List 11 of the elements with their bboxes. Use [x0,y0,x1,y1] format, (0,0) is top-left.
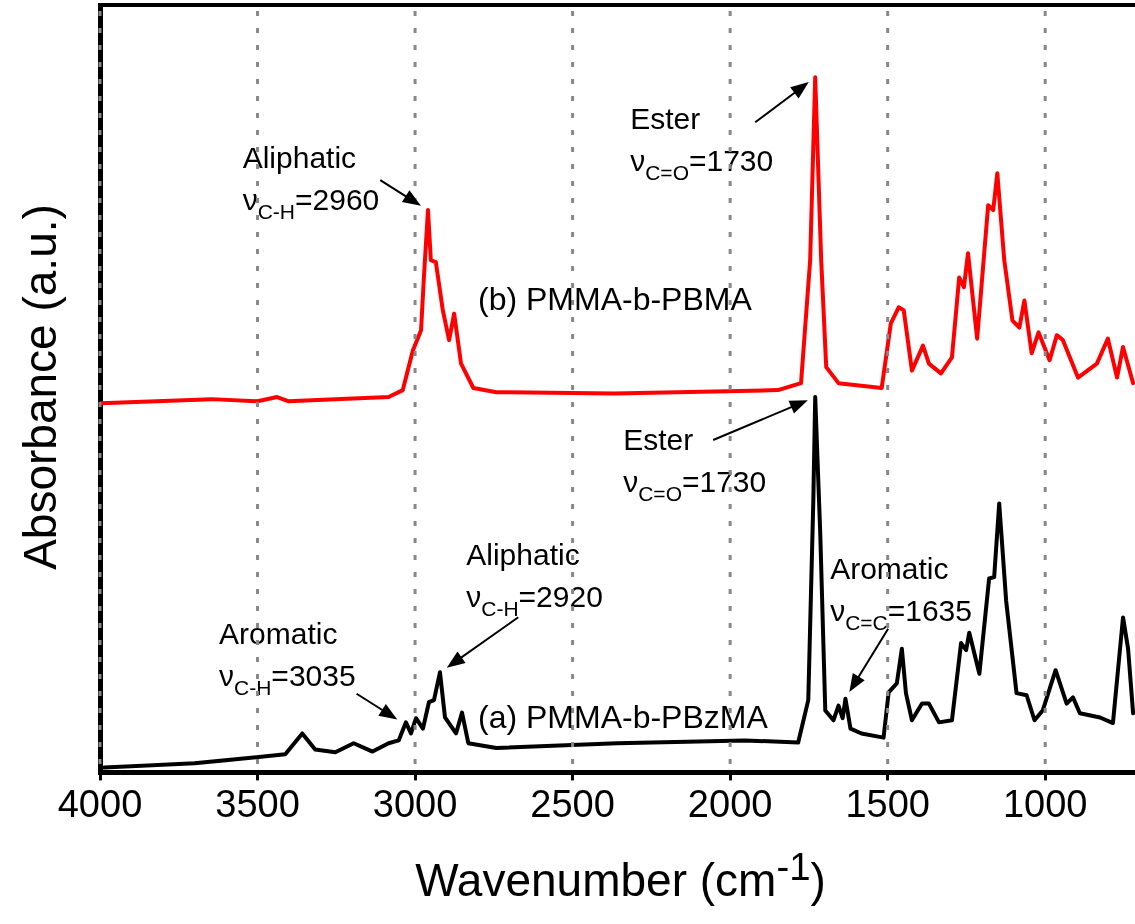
x-tick-label: 4000 [57,782,143,825]
x-tick-label: 3500 [215,782,300,825]
x-tick-label: 1000 [1002,782,1088,825]
y-axis-title: Absorbance (a.u.) [14,204,66,570]
x-tick-label: 3000 [372,782,458,825]
x-tick-label: 1500 [845,782,930,825]
legend-label: (a) PMMA-b-PBzMA [478,699,769,735]
x-axis-title: Wavenumber (cm$^{-1}$) [414,845,827,908]
x-tick-label: 2000 [687,782,773,825]
series-label: (b) PMMA-b-PBMA [478,281,753,317]
x-tick-label: 2500 [530,782,615,825]
